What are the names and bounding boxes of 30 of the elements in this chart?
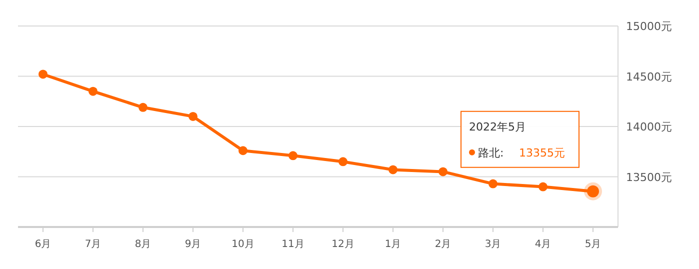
annotation: 2022年5月: [469, 120, 526, 134]
point: [188, 112, 198, 121]
point: [338, 157, 348, 166]
point: [388, 165, 398, 174]
point: [538, 182, 548, 192]
x-tick-label: 5月: [584, 239, 602, 250]
x-tick-label: 2月: [434, 239, 452, 250]
x-tick-label: 11月: [282, 239, 304, 250]
point: [438, 167, 448, 176]
x-tick-label: 3月: [484, 239, 502, 250]
x-tick-label: 9月: [184, 239, 202, 250]
point: [238, 146, 248, 156]
point: [88, 86, 98, 96]
x-tick-label: 4月: [534, 239, 552, 250]
point: [138, 102, 148, 112]
y-tick-label: 15000元: [626, 20, 672, 33]
x-tick-label: 1月: [384, 239, 402, 250]
point: [488, 179, 498, 188]
data-label: 13355元: [519, 146, 565, 160]
point: [38, 70, 48, 79]
y-tick-label: 14000元: [626, 120, 672, 134]
y-tick-label: 14500元: [626, 70, 672, 84]
x-tick-label: 8月: [134, 239, 152, 250]
x-tick-label: 7月: [84, 239, 102, 250]
x-tick-label: 10月: [232, 239, 254, 250]
x-tick-label: 6月: [34, 239, 52, 250]
x-tick-label: 12月: [332, 239, 354, 250]
legend-label: 路北:: [478, 146, 504, 160]
y-tick-label: 13500元: [626, 170, 672, 184]
point: [288, 151, 298, 160]
